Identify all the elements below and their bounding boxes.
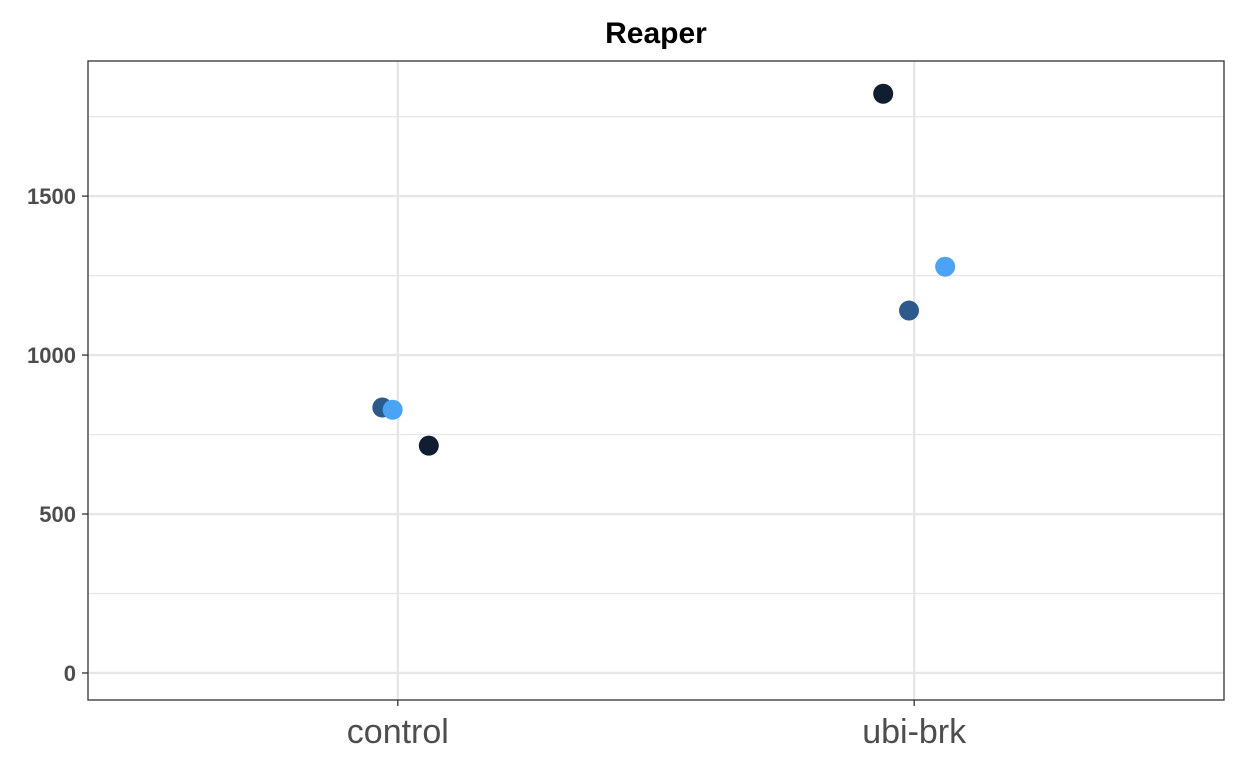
axes: 0 500 1000 1500 control ubi-brk <box>27 184 967 751</box>
x-tick-label-ubi-brk: ubi-brk <box>862 713 967 751</box>
chart-title: Reaper <box>605 17 707 50</box>
data-point-control-3 <box>382 399 403 420</box>
y-tick-label: 500 <box>39 502 76 527</box>
y-tick-label: 0 <box>64 661 76 686</box>
y-tick-label: 1000 <box>27 343 76 368</box>
y-tick-label: 1500 <box>27 184 76 209</box>
data-point-ubi-brk-3 <box>935 256 956 277</box>
data-point-control-1 <box>418 435 439 456</box>
data-point-ubi-brk-2 <box>899 300 920 321</box>
x-tick-label-control: control <box>347 713 449 751</box>
data-points <box>372 83 956 456</box>
plot-panel-border <box>87 60 1225 701</box>
grid-lines <box>88 61 1224 700</box>
data-point-ubi-brk-1 <box>873 83 894 104</box>
